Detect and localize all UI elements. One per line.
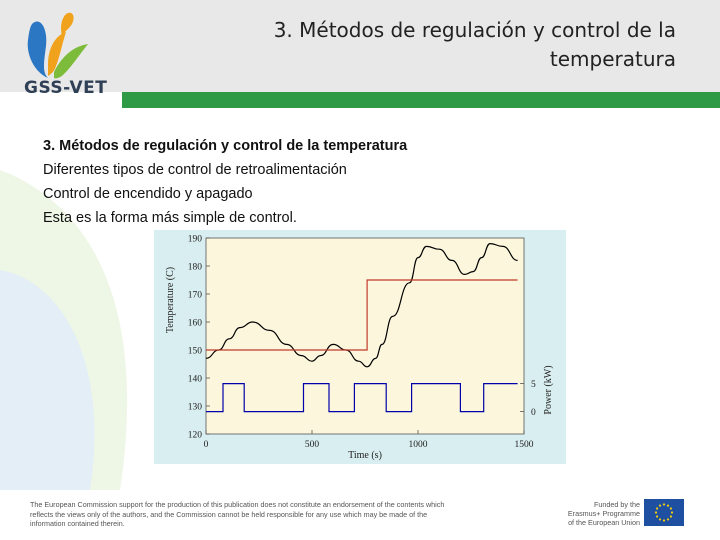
series-line-power — [206, 383, 518, 413]
funded-line: of the European Union — [568, 518, 640, 527]
content-line: Esta es la forma más simple de control. — [43, 210, 297, 226]
y-tick-label: 150 — [188, 347, 203, 357]
eu-star — [655, 507, 659, 510]
funded-line: Funded by the — [594, 500, 640, 509]
temperature-control-chart: 120 130 140 150 160 170 180 190 0 500 1000 1500 0 5 Ti… — [154, 230, 566, 464]
eu-star — [669, 507, 673, 510]
eu-star — [654, 511, 658, 514]
x-axis-label: Time (s) — [348, 450, 382, 461]
y-tick-label: 140 — [188, 375, 203, 385]
eu-star — [669, 515, 673, 518]
x-tick-label: 1500 — [515, 440, 534, 450]
eu-star — [666, 518, 670, 521]
y-tick-label: 190 — [188, 235, 203, 245]
eu-disclaimer: The European Commission support for the … — [30, 500, 445, 528]
y-tick-label: 120 — [188, 431, 203, 441]
plot-area — [205, 237, 525, 435]
body-text: 3. Métodos de regulación y control de la… — [43, 134, 503, 230]
gss-vet-logo-icon — [27, 12, 88, 79]
eu-star — [662, 519, 666, 522]
page-title: 3. Métodos de regulación y control de la… — [273, 18, 676, 71]
x-tick-label: 500 — [305, 440, 320, 450]
y-tick-label: 130 — [188, 403, 203, 413]
eu-star — [658, 504, 662, 507]
content-line: Diferentes tipos de control de retroalim… — [43, 162, 347, 178]
y2-axis-label: Power (kW) — [543, 365, 554, 414]
y-tick-label: 160 — [188, 319, 203, 329]
series-line-setpoint — [206, 279, 518, 351]
y-tick-label: 180 — [188, 263, 203, 273]
eu-star — [670, 511, 674, 514]
x-tick-label: 0 — [204, 440, 209, 450]
y2-tick-label: 5 — [531, 380, 536, 390]
eu-star — [666, 504, 670, 507]
content-heading: 3. Métodos de regulación y control de la… — [43, 138, 408, 154]
eu-star — [658, 518, 662, 521]
eu-star — [655, 515, 659, 518]
funded-line: Erasmus+ Programme — [567, 509, 640, 518]
background-swoosh-icon — [0, 170, 128, 490]
y2-tick-label: 0 — [531, 408, 536, 418]
funded-by-text: Funded by the Erasmus+ Programme of the … — [548, 500, 640, 527]
y-axis-label: Temperature (C) — [165, 267, 176, 333]
x-tick-label: 1000 — [409, 440, 428, 450]
logo-text: GSS-VET — [24, 78, 108, 98]
y-tick-label: 170 — [188, 291, 203, 301]
green-accent-bar — [122, 92, 720, 108]
header-band — [0, 0, 720, 92]
eu-star — [662, 503, 666, 506]
content-line: Control de encendido y apagado — [43, 186, 253, 202]
series-line-temperature — [205, 242, 518, 368]
eu-flag-icon — [644, 499, 684, 526]
